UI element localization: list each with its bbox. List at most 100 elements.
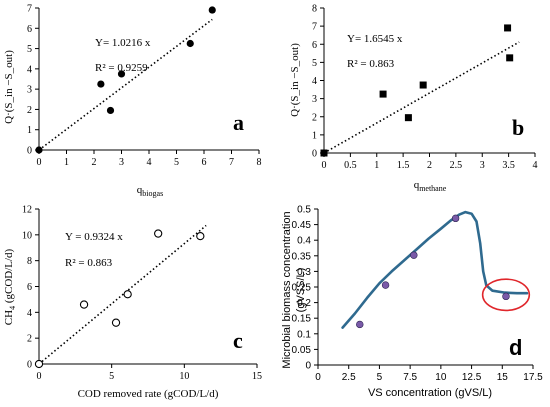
- panel-a-y-axis-label: Q·(S_in −S_out): [3, 50, 15, 124]
- a-x-tick-label: 7: [229, 157, 234, 168]
- panel-b-x-axis-label: qmethane: [414, 179, 447, 193]
- a-data-point: [106, 106, 115, 115]
- b-y-tick-label: 3: [312, 94, 317, 105]
- c-data-point: [34, 359, 44, 369]
- b-y-tick-label: 4: [312, 76, 317, 87]
- panel-b-plot-area: 0 0.5 1 1.5 2 2.5 3 3.5 4 0 1 2 3 4 5 6 7 8: [312, 4, 538, 172]
- panel-d-letter: d: [509, 335, 522, 360]
- b-trendline: [323, 41, 520, 154]
- d-y-tick-label: 0.25: [292, 283, 312, 294]
- d-data-point: [356, 320, 364, 329]
- a-x-tick-label: 6: [202, 157, 207, 168]
- a-y-tick-label: 1: [27, 125, 32, 136]
- c-y-tick-label: 10: [22, 230, 32, 241]
- c-y-tick-label: 6: [27, 282, 32, 293]
- d-y-tick-label: 0.1: [297, 329, 311, 340]
- c-y-tick-label: 0: [27, 360, 32, 371]
- b-x-tick-label: 1.5: [397, 160, 410, 171]
- b-x-tick-label: 0: [322, 160, 327, 171]
- c-data-point: [79, 300, 89, 309]
- b-y-tick-label: 2: [312, 112, 317, 123]
- d-x-tick-label: 17.5: [523, 372, 543, 383]
- d-y-tick-label: 0.45: [292, 220, 312, 231]
- d-y-tick-label: 0.05: [292, 345, 312, 356]
- d-model-curve: [341, 210, 529, 329]
- c-data-point: [111, 318, 121, 327]
- b-data-point: [320, 149, 328, 157]
- c-data-point: [123, 290, 132, 299]
- b-x-tick-label: 3.5: [502, 160, 515, 171]
- panel-c-r-squared: R² = 0.863: [65, 257, 113, 269]
- panel-a-equation: Y= 1.0216 x: [95, 37, 151, 49]
- c-x-tick-label: 10: [179, 371, 189, 382]
- panel-b-y-axis-label: Q·(S_in −S_out): [289, 43, 301, 117]
- d-x-tick-label: 0: [315, 372, 321, 383]
- d-y-tick-label: 0.4: [297, 236, 311, 247]
- c-x-tick-label: 5: [109, 371, 114, 382]
- a-y-tick-label: 3: [27, 85, 32, 96]
- b-x-tick-label: 2: [427, 160, 432, 171]
- b-x-tick-label: 3: [480, 160, 485, 171]
- panel-c: 0 5 10 15 0 2 4 6 8 10 12 COD removed rate (gCOD/L…: [3, 205, 262, 401]
- b-y-tick-label: 1: [312, 130, 317, 141]
- d-y-tick-label: 0: [305, 361, 311, 372]
- a-y-tick-label: 7: [27, 4, 32, 15]
- c-x-tick-label: 0: [37, 371, 42, 382]
- c-y-tick-label: 12: [22, 205, 32, 216]
- panel-c-plot-area: 0 5 10 15 0 2 4 6 8 10 12: [22, 205, 262, 383]
- panel-b-r-squared: R² = 0.863: [347, 58, 395, 70]
- a-data-point: [117, 70, 126, 78]
- panel-a-letter: a: [233, 110, 244, 135]
- d-y-tick-label: 0.2: [297, 298, 311, 309]
- panel-d: 0 2.5 5 7.5 10 12.5 15 17.5 0 0.05 0.1 0.15 0.2 0.25 0…: [281, 205, 543, 400]
- a-x-tick-label: 2: [92, 157, 97, 168]
- d-y-tick-label: 0.35: [292, 251, 312, 262]
- panel-b-letter: b: [512, 115, 524, 140]
- b-y-tick-label: 8: [312, 4, 317, 15]
- d-x-tick-label: 5: [377, 372, 383, 383]
- panel-c-y-axis-label: CH4 (gCOD/L/d): [3, 248, 17, 325]
- c-y-tick-label: 8: [27, 256, 32, 267]
- b-y-tick-label: 6: [312, 40, 317, 51]
- a-y-tick-label: 2: [27, 105, 32, 116]
- panel-a: 0 1 2 3 4 5 6 7 8 0 1 2 3 4 5 6 7 qbiogas Q·(S_in −S_out…: [3, 4, 262, 199]
- a-trendline: [38, 18, 213, 151]
- d-y-tick-label: 0.5: [297, 205, 311, 216]
- b-x-tick-label: 1: [374, 160, 379, 171]
- d-x-tick-label: 12.5: [462, 372, 482, 383]
- b-data-point: [504, 24, 512, 32]
- a-x-tick-label: 8: [257, 157, 262, 168]
- c-trendline: [38, 224, 207, 365]
- d-x-tick-label: 2.5: [342, 372, 356, 383]
- panel-d-plot-area: 0 2.5 5 7.5 10 12.5 15 17.5 0 0.05 0.1 0.15 0.2 0.25 0…: [292, 205, 544, 384]
- d-data-point: [502, 292, 510, 301]
- c-y-tick-label: 2: [27, 334, 32, 345]
- b-data-point: [419, 81, 427, 89]
- b-x-tick-label: 4: [533, 160, 538, 171]
- c-data-point: [154, 229, 163, 238]
- d-data-point: [381, 281, 390, 289]
- panel-c-letter: c: [233, 328, 243, 353]
- d-highlight-ellipse: [481, 278, 531, 312]
- b-y-tick-label: 5: [312, 58, 317, 69]
- d-data-point: [410, 251, 418, 259]
- a-data-point: [97, 80, 105, 88]
- d-y-tick-label: 0.15: [292, 314, 312, 325]
- a-x-tick-label: 4: [147, 157, 152, 168]
- c-y-tick-label: 4: [27, 308, 32, 319]
- a-y-tick-label: 0: [27, 146, 32, 157]
- a-x-tick-label: 5: [174, 157, 179, 168]
- b-y-tick-label: 7: [312, 22, 317, 33]
- b-data-point: [506, 54, 514, 62]
- d-data-point: [451, 214, 460, 223]
- panel-c-equation: Y = 0.9324 x: [65, 231, 123, 243]
- panel-a-x-axis-label: qbiogas: [137, 184, 163, 198]
- panel-a-r-squared: R² = 0.9259: [95, 62, 148, 74]
- a-x-tick-label: 1: [64, 157, 69, 168]
- a-data-point: [208, 6, 216, 14]
- d-x-tick-label: 15: [497, 372, 509, 383]
- b-x-tick-label: 0.5: [344, 160, 357, 171]
- c-x-tick-label: 15: [252, 371, 262, 382]
- b-y-tick-label: 0: [312, 149, 317, 160]
